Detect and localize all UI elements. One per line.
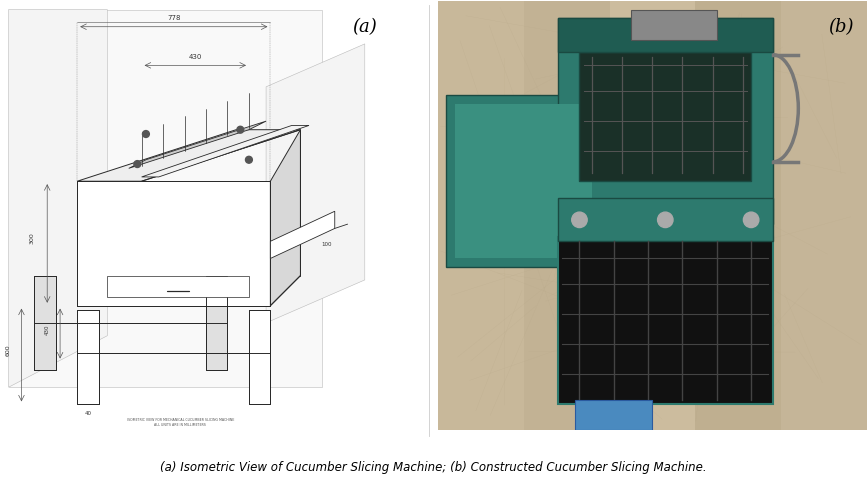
Polygon shape: [579, 53, 751, 181]
Bar: [610, 1, 695, 430]
Text: ALL UNITS ARE IN MILLIMETERS: ALL UNITS ARE IN MILLIMETERS: [154, 423, 206, 427]
Polygon shape: [249, 310, 271, 404]
Polygon shape: [9, 10, 108, 387]
Text: ISOMETRIC VIEW FOR MECHANICAL CUCUMBER SLICING MACHINE: ISOMETRIC VIEW FOR MECHANICAL CUCUMBER S…: [127, 418, 234, 422]
Polygon shape: [447, 95, 601, 267]
Polygon shape: [129, 121, 266, 168]
Polygon shape: [266, 44, 365, 323]
Circle shape: [237, 126, 244, 133]
Text: 600: 600: [6, 344, 11, 356]
Polygon shape: [9, 10, 322, 387]
Polygon shape: [558, 18, 772, 224]
Text: (a): (a): [352, 18, 377, 36]
Polygon shape: [206, 275, 227, 370]
Polygon shape: [575, 400, 653, 430]
Polygon shape: [558, 198, 772, 241]
Polygon shape: [271, 130, 301, 306]
Text: 430: 430: [189, 54, 202, 60]
Text: (b): (b): [829, 18, 854, 36]
Circle shape: [134, 160, 140, 168]
Bar: [438, 1, 524, 430]
Polygon shape: [455, 104, 592, 259]
Polygon shape: [271, 211, 335, 259]
Polygon shape: [108, 275, 249, 297]
Text: 300: 300: [29, 233, 35, 244]
Polygon shape: [77, 181, 271, 306]
Bar: [631, 10, 717, 40]
Circle shape: [657, 212, 673, 228]
Polygon shape: [77, 130, 301, 181]
Polygon shape: [558, 237, 772, 404]
Polygon shape: [77, 310, 99, 404]
Bar: [695, 1, 781, 430]
Text: 100: 100: [321, 241, 331, 247]
Text: (a) Isometric View of Cucumber Slicing Machine; (b) Constructed Cucumber Slicing: (a) Isometric View of Cucumber Slicing M…: [160, 461, 707, 474]
Bar: [781, 1, 867, 430]
Polygon shape: [141, 125, 309, 177]
Bar: [524, 1, 610, 430]
Polygon shape: [35, 275, 55, 370]
Text: 430: 430: [45, 324, 49, 334]
Circle shape: [245, 156, 252, 163]
Circle shape: [571, 212, 587, 228]
Polygon shape: [558, 18, 772, 53]
Circle shape: [743, 212, 759, 228]
Circle shape: [142, 131, 149, 137]
Text: 40: 40: [84, 411, 92, 416]
Text: 778: 778: [167, 15, 180, 21]
